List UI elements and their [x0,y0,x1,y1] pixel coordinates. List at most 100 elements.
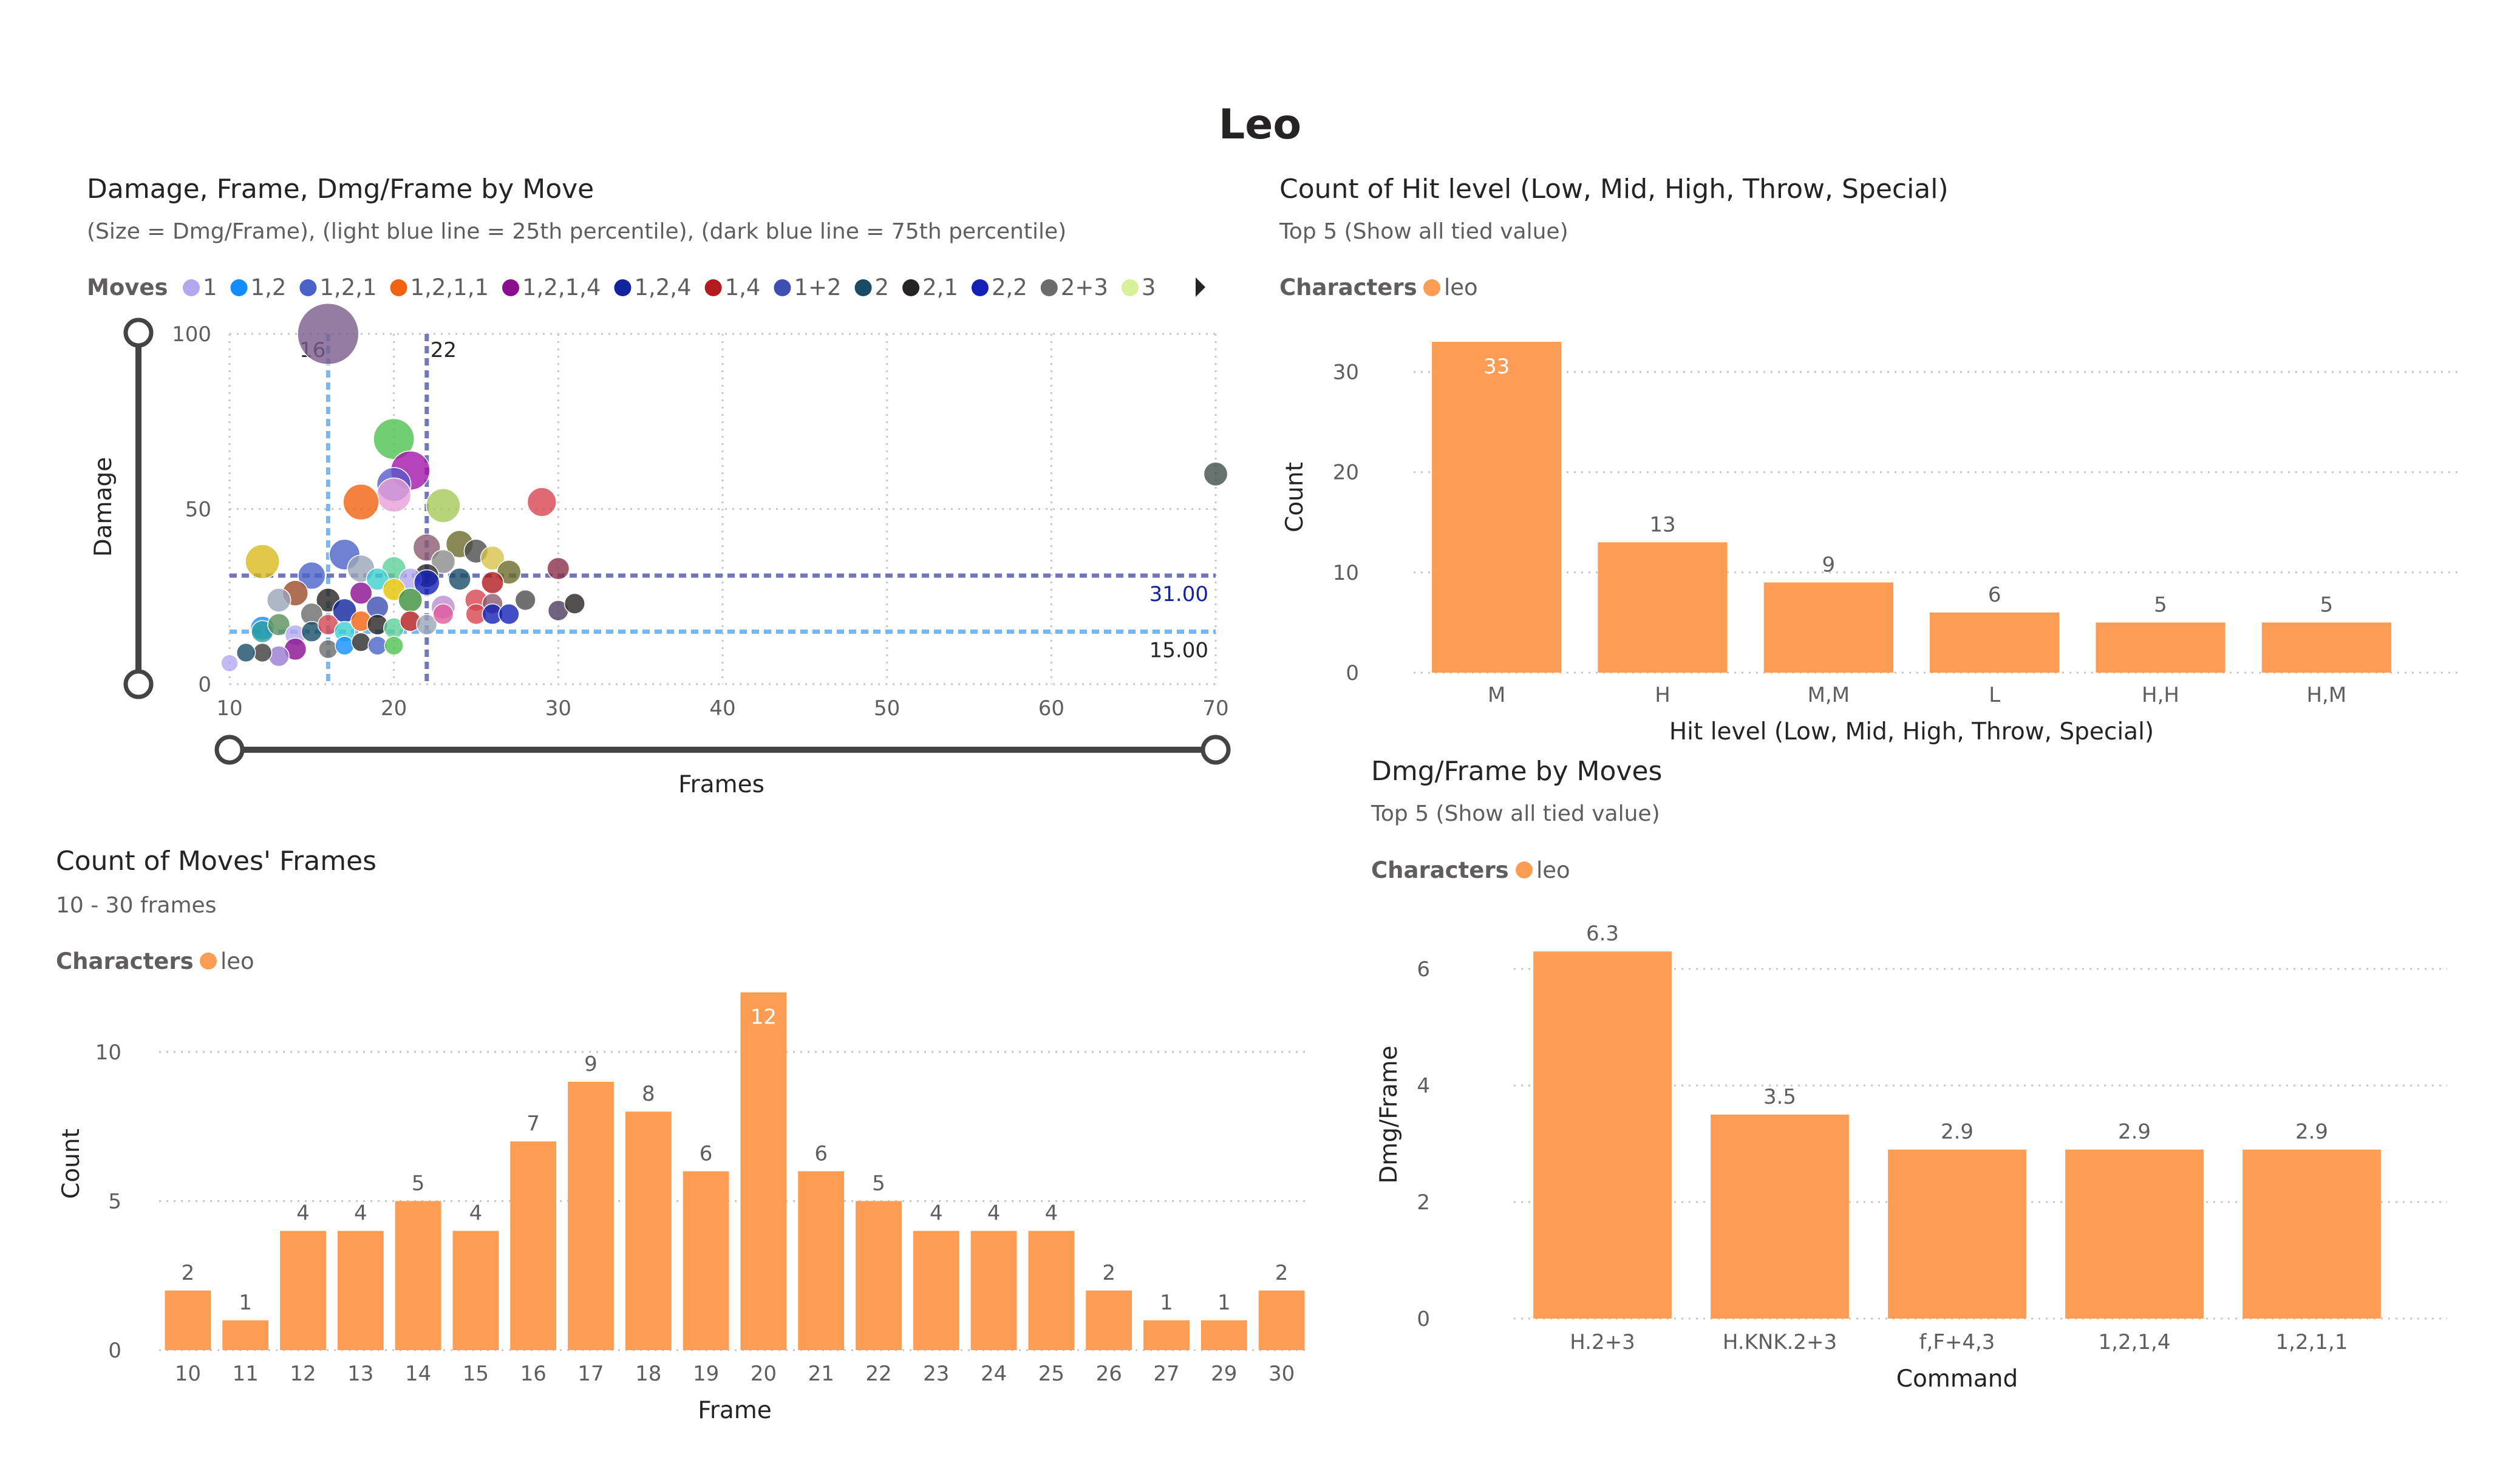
dmgframe-visual[interactable]: Dmg/Frame by Moves Top 5 (Show all tied … [1371,756,2447,1393]
data-label: 6 [814,1141,828,1166]
scatter-point[interactable] [448,567,471,591]
bar[interactable] [913,1231,959,1350]
bar[interactable] [337,1231,384,1350]
bar[interactable] [452,1231,499,1350]
scatter-point[interactable] [268,645,290,667]
bar[interactable] [1598,542,1728,673]
bar[interactable] [1763,582,1893,673]
data-label: 6.3 [1586,922,1619,946]
scatter-point[interactable] [366,567,389,591]
y-slider-handle-bottom[interactable] [123,669,154,699]
scatter-point[interactable] [514,589,536,611]
scatter-legend-item[interactable]: 2,2 [992,274,1027,301]
scatter-point[interactable] [351,632,371,652]
bar[interactable] [510,1141,557,1350]
hitlevel-visual[interactable]: Count of Hit level (Low, Mid, High, Thro… [1279,174,2459,745]
scatter-point[interactable] [480,545,505,571]
bar[interactable] [2242,1149,2381,1319]
bar[interactable] [970,1231,1017,1350]
bar[interactable] [683,1171,729,1350]
bar[interactable] [165,1290,211,1350]
scatter-point[interactable] [318,639,338,659]
scatter-point[interactable] [252,642,273,663]
scatter-point[interactable] [426,487,461,523]
y-tick-label: 4 [1417,1074,1430,1098]
scatter-legend-item[interactable]: 3 [1142,274,1156,301]
hitlevel-plot[interactable]: 0 10 20 30 33 M 13 H 9 M,M 6 L 5 H,H 5 H,M Hit level (Lo… [1281,342,2459,745]
bar[interactable] [1888,1149,2026,1319]
bar[interactable] [798,1171,845,1350]
bar[interactable] [1086,1290,1132,1350]
frames-legend-item: leo [220,948,254,974]
bar[interactable] [568,1081,614,1350]
bar[interactable] [280,1231,326,1350]
bar[interactable] [222,1320,269,1350]
frames-plot[interactable]: 0510210111412413514415716917818619122062… [58,992,1310,1424]
x-slider-handle-right[interactable] [1200,735,1231,765]
y-tick-label: 10 [1333,561,1359,585]
scatter-legend-item[interactable]: 1+2 [794,274,841,301]
x-tick-label: 18 [635,1362,661,1386]
scatter-point[interactable] [432,603,454,625]
dmgframe-plot[interactable]: 0 2 4 6 6.3 H.2+3 3.5 H.KNK.2+3 2.9 f,F+4,3 2.9 1,2… [1375,922,2447,1393]
bar[interactable] [1432,342,1562,673]
scatter-legend-item[interactable]: 2+3 [1061,274,1108,301]
scatter-legend-item[interactable]: 1,2,4 [634,274,691,301]
bar[interactable] [1028,1231,1075,1350]
y-zoom-slider[interactable] [123,318,154,699]
scatter-point[interactable] [267,613,291,636]
scatter-point[interactable] [376,477,412,513]
bar[interactable] [1930,612,2060,673]
bar[interactable] [2065,1149,2204,1319]
scatter-point[interactable] [245,544,280,579]
scatter-point[interactable] [547,557,570,580]
bar[interactable] [856,1201,902,1350]
scatter-legend-item[interactable]: 1,2,1,4 [522,274,601,301]
frames-visual[interactable]: Count of Moves' Frames 10 - 30 frames Ch… [56,846,1310,1424]
scatter-point[interactable] [416,614,438,636]
scatter-point[interactable] [481,571,505,594]
scatter-point[interactable] [236,642,256,663]
legend-next-icon[interactable] [1196,277,1205,297]
scatter-point[interactable] [431,549,456,574]
data-label: 1 [239,1291,252,1315]
scatter-point[interactable] [498,603,520,625]
scatter-point[interactable] [414,569,440,596]
x-slider-handle-left[interactable] [214,735,245,765]
scatter-legend-item[interactable]: 1,4 [725,274,761,301]
scatter-point[interactable] [398,588,423,613]
scatter-point[interactable] [297,302,359,365]
bar[interactable] [1533,951,1672,1319]
x-tick-label: 20 [751,1362,777,1386]
bar[interactable] [625,1112,672,1350]
y-slider-handle-top[interactable] [123,318,154,348]
scatter-legend-item[interactable]: 2 [875,274,890,301]
scatter-legend-item[interactable]: 2,1 [922,274,958,301]
bar[interactable] [2261,622,2391,673]
bar[interactable] [1143,1320,1190,1350]
bar[interactable] [2096,622,2225,673]
scatter-legend-item[interactable]: 1 [203,274,217,301]
scatter-point[interactable] [564,593,585,614]
bar[interactable] [740,992,787,1350]
scatter-legend-item[interactable]: 1,2,1,1 [410,274,489,301]
scatter-point[interactable] [342,483,380,521]
bar[interactable] [1711,1115,1849,1319]
scatter-point[interactable] [1203,461,1228,487]
bar[interactable] [395,1201,441,1350]
scatter-point[interactable] [220,654,239,673]
scatter-point[interactable] [266,588,291,613]
scatter-point[interactable] [335,636,355,656]
bar[interactable] [1200,1320,1247,1350]
scatter-legend-item[interactable]: 1,2 [251,274,287,301]
bar[interactable] [1258,1290,1305,1350]
scatter-points[interactable] [220,302,1228,673]
x-zoom-slider[interactable] [214,735,1231,765]
scatter-visual[interactable]: Damage, Frame, Dmg/Frame by Move (Size =… [87,174,1231,798]
scatter-point[interactable] [384,636,404,656]
scatter-point[interactable] [367,636,387,656]
scatter-legend-item[interactable]: 1,2,1 [319,274,376,301]
scatter-point[interactable] [298,561,326,590]
scatter-point[interactable] [526,487,557,517]
scatter-point[interactable] [349,582,373,605]
